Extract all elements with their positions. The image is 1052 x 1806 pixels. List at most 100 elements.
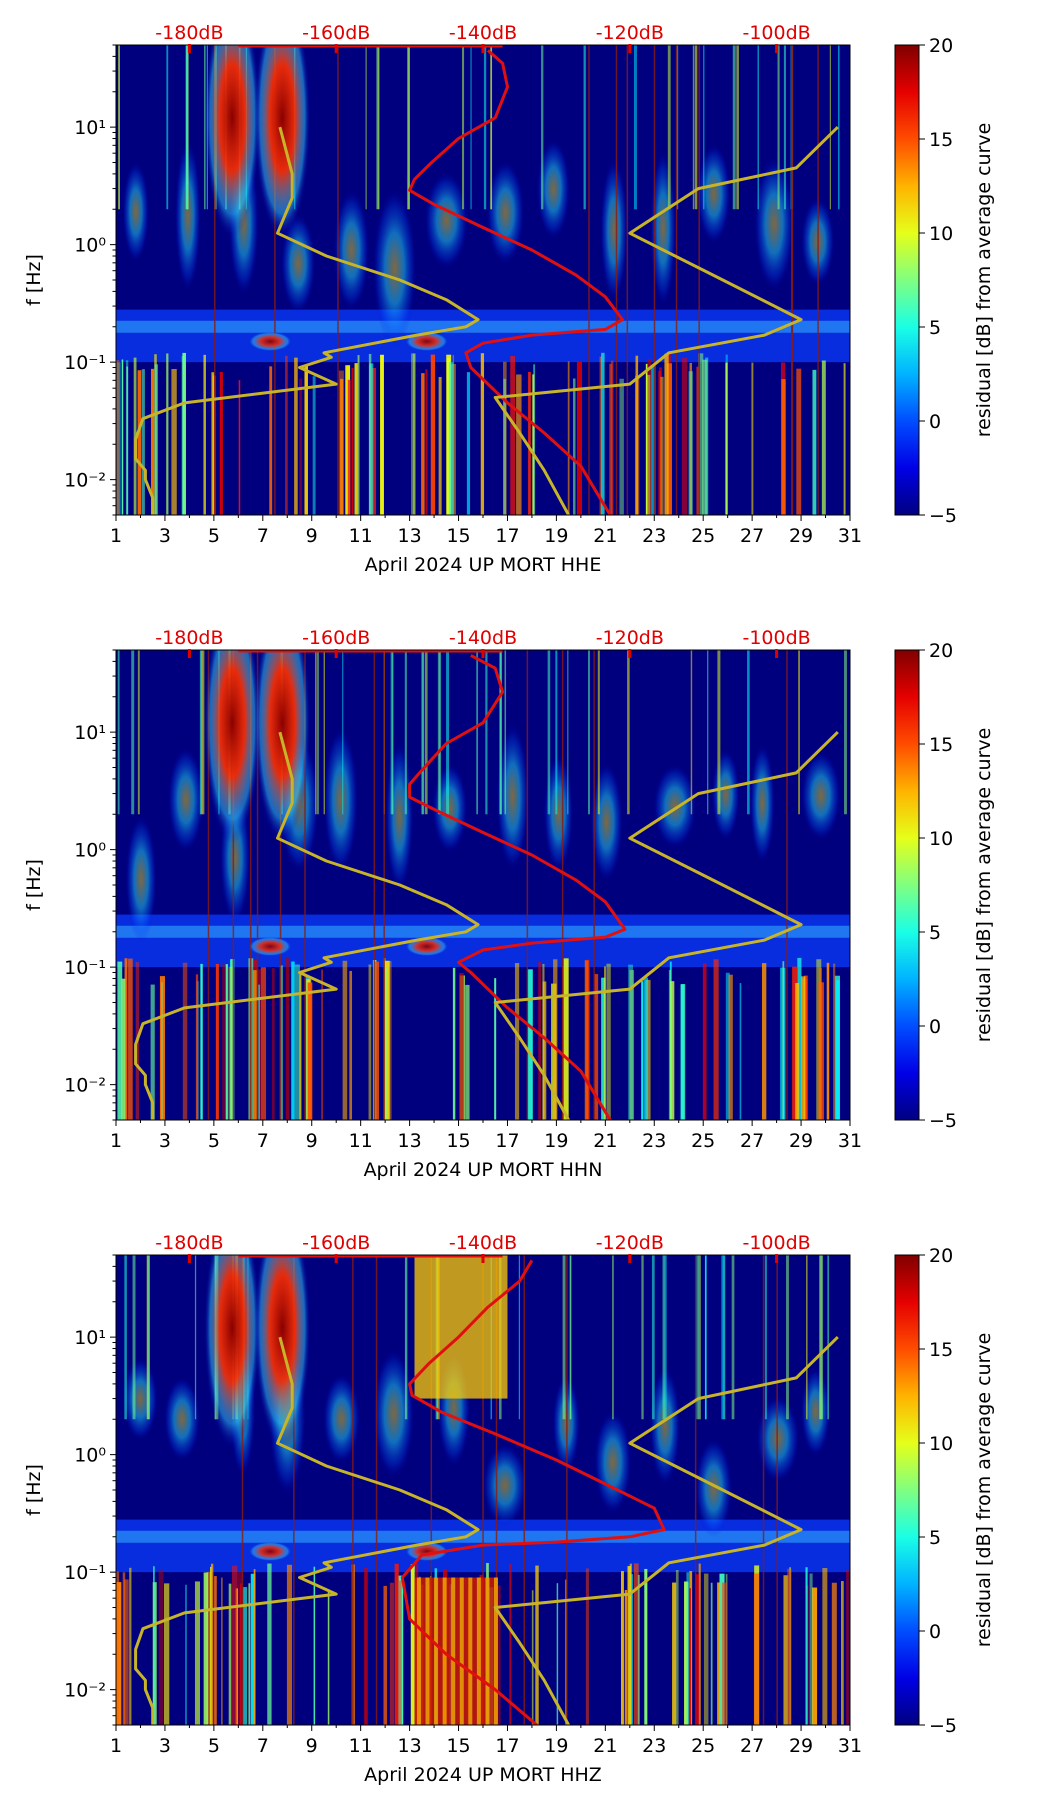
x-tick-label: 21 — [593, 525, 617, 547]
low-freq-streak — [601, 977, 606, 1120]
low-freq-streak — [556, 1583, 559, 1725]
db-scale-label: -120dB — [596, 22, 664, 44]
reference-curve — [134, 731, 480, 1120]
high-freq-speckle — [567, 650, 569, 815]
low-freq-streak — [299, 974, 302, 1120]
colorbar-tick-label: 5 — [929, 1527, 941, 1549]
low-freq-streak — [338, 370, 344, 515]
high-freq-speckle — [692, 45, 695, 210]
low-freq-streak — [421, 373, 425, 515]
low-freq-streak — [345, 365, 351, 515]
high-freq-speckle — [377, 45, 380, 210]
high-freq-speckle — [827, 1255, 830, 1420]
day-separator — [430, 1255, 433, 1725]
x-tick-label: 25 — [691, 1130, 715, 1152]
noise-patch — [385, 742, 414, 891]
low-freq-streak — [285, 958, 290, 1120]
day-separator — [786, 650, 788, 1120]
high-freq-speckle — [461, 45, 465, 210]
noise-patch — [801, 1367, 831, 1456]
high-freq-speckle — [690, 650, 693, 815]
low-freq-streak — [573, 378, 576, 515]
low-freq-streak — [620, 1571, 624, 1725]
x-tick-label: 31 — [838, 525, 862, 547]
db-scale-marker — [334, 1254, 338, 1263]
x-tick-label: 7 — [257, 525, 269, 547]
x-tick-label: 13 — [398, 1130, 422, 1152]
low-freq-streak — [116, 362, 121, 515]
high-freq-speckle — [185, 45, 189, 210]
noise-patch — [323, 1374, 360, 1464]
low-freq-streak — [448, 362, 454, 515]
low-freq-streak — [635, 355, 639, 515]
low-freq-streak — [117, 961, 123, 1120]
low-freq-streak — [628, 964, 633, 1120]
low-freq-streak — [116, 1571, 120, 1725]
day-separator — [375, 1255, 378, 1725]
high-freq-speckle — [588, 650, 590, 815]
burst-streak — [434, 1577, 439, 1725]
noise-patch — [543, 755, 573, 871]
x-axis-label: April 2024 UP MORT HHN — [364, 1159, 603, 1181]
low-freq-streak — [252, 970, 258, 1120]
noise-patch — [122, 1358, 158, 1441]
high-freq-speckle — [504, 650, 507, 815]
low-freq-streak — [383, 1585, 388, 1725]
colorbar — [894, 1254, 920, 1726]
high-freq-speckle — [194, 1255, 197, 1420]
low-freq-streak — [121, 978, 126, 1120]
low-freq-streak — [219, 372, 223, 515]
low-freq-streak — [843, 363, 846, 515]
noise-patch — [373, 1349, 415, 1478]
low-freq-streak — [846, 1570, 849, 1725]
low-freq-streak — [510, 356, 516, 515]
high-freq-speckle — [721, 1255, 725, 1420]
day-separator — [588, 45, 590, 515]
high-energy-blob — [204, 650, 261, 843]
high-freq-speckle — [406, 1255, 408, 1420]
low-freq-streak — [221, 1577, 223, 1725]
y-tick-label: 10⁻² — [64, 1075, 106, 1097]
x-tick-label: 1 — [110, 1735, 122, 1757]
low-freq-streak — [563, 958, 569, 1120]
colorbar-tick-label: 15 — [929, 734, 953, 756]
low-freq-streak — [340, 378, 344, 515]
x-tick-label: 5 — [208, 1130, 220, 1152]
db-scale-label: -180dB — [155, 22, 223, 44]
noise-patch — [801, 751, 841, 840]
low-freq-streak — [722, 1582, 727, 1725]
colorbar-tick-label: 10 — [929, 223, 953, 245]
high-freq-speckle — [612, 1255, 614, 1420]
db-scale-label: -140dB — [449, 22, 517, 44]
high-freq-speckle — [124, 1255, 127, 1420]
colorbar-tick-label: 5 — [929, 317, 941, 339]
high-freq-speckle — [783, 45, 786, 210]
low-freq-streak — [503, 361, 507, 515]
y-tick-label: 10⁻² — [64, 470, 106, 492]
high-freq-speckle — [147, 1255, 150, 1420]
microseism-peak — [248, 936, 293, 957]
day-separator — [352, 1255, 354, 1725]
low-freq-streak — [304, 365, 308, 515]
low-freq-streak — [538, 962, 541, 1120]
db-scale-label: -100dB — [742, 22, 810, 44]
low-freq-streak — [680, 984, 685, 1120]
low-freq-streak — [681, 357, 688, 515]
low-freq-streak — [599, 356, 602, 515]
low-freq-streak — [214, 1576, 217, 1725]
low-freq-streak — [728, 974, 733, 1120]
low-freq-streak — [342, 960, 348, 1120]
x-tick-label: 9 — [306, 1735, 318, 1757]
colorbar-tick-label: 15 — [929, 1339, 953, 1361]
noise-patch — [695, 1438, 732, 1538]
y-axis-label: f [Hz] — [23, 254, 45, 306]
low-freq-streak — [585, 1568, 589, 1725]
y-tick-label: 10¹ — [74, 117, 106, 139]
high-freq-speckle — [732, 45, 736, 210]
low-freq-streak — [394, 1563, 399, 1725]
high-freq-speckle — [131, 650, 135, 815]
db-scale-label: -160dB — [302, 627, 370, 649]
low-freq-streak — [672, 1582, 677, 1725]
